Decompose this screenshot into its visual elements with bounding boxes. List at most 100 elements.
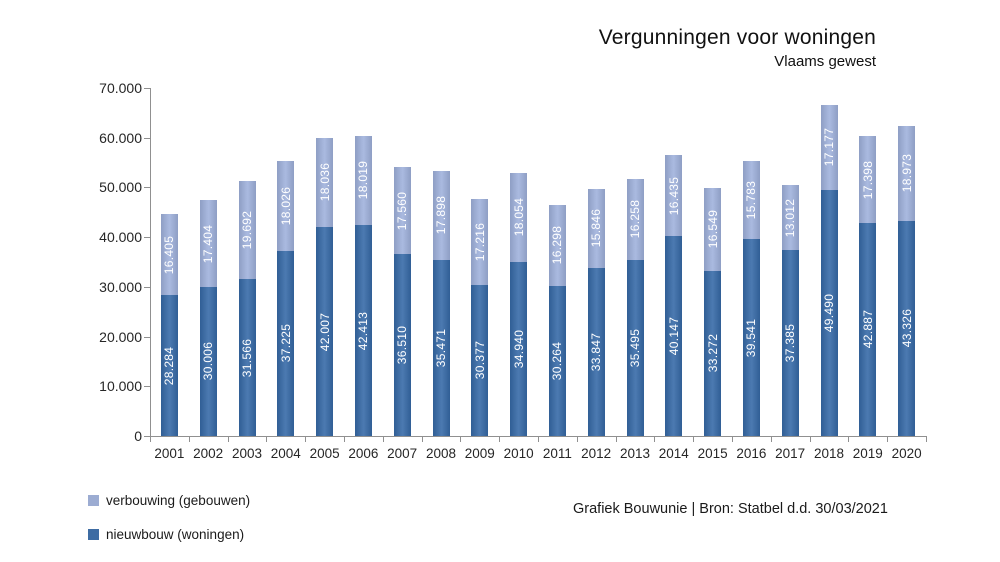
bar-segment-verbouwing	[160, 213, 178, 296]
x-axis-label: 2018	[813, 446, 845, 461]
bar-segment-nieuwbouw	[354, 225, 372, 436]
bar-value-label-nieuwbouw: 35.471	[434, 328, 448, 368]
x-tick	[460, 436, 462, 442]
bar-segment-nieuwbouw	[471, 284, 489, 436]
bar-segment-verbouwing	[587, 188, 605, 268]
bar-segment-verbouwing	[742, 160, 760, 240]
bar-segment-nieuwbouw	[160, 295, 178, 436]
bar-segment-nieuwbouw	[898, 220, 916, 436]
bar-segment-nieuwbouw	[626, 259, 644, 436]
bar-value-label-nieuwbouw: 34.940	[511, 329, 526, 369]
x-axis-label: 2013	[619, 446, 651, 461]
bar-value-label-nieuwbouw: 40.147	[666, 316, 681, 356]
x-axis-label: 2012	[581, 446, 612, 461]
x-tick	[382, 436, 384, 442]
bar-value-label-nieuwbouw: 42.413	[356, 311, 371, 350]
legend-swatch	[88, 494, 99, 506]
title-block: Vergunningen voor woningen Vlaams gewest	[599, 26, 876, 70]
bar-value-label-nieuwbouw: 33.272	[705, 334, 720, 373]
bar-segment-nieuwbouw	[742, 239, 760, 436]
bar-value-label-verbouwing: 13.012	[783, 198, 798, 238]
x-axis-label: 2010	[503, 446, 534, 461]
bar-segment-verbouwing	[704, 188, 722, 271]
y-tick	[144, 336, 150, 338]
y-axis-label: 0	[134, 428, 142, 444]
bar-value-label-nieuwbouw: 37.385	[783, 323, 798, 363]
y-tick	[144, 386, 150, 388]
chart-title: Vergunningen voor woningen	[598, 26, 876, 49]
y-axis-label: 40.000	[99, 229, 142, 246]
x-tick	[848, 436, 850, 442]
legend-label: verbouwing (gebouwen)	[106, 492, 251, 508]
bar-segment-nieuwbouw	[665, 236, 683, 436]
x-tick	[887, 436, 889, 442]
bar-segment-nieuwbouw	[548, 285, 566, 436]
legend: verbouwing (gebouwen) nieuwbouw (woningen…	[88, 490, 250, 558]
bar-segment-nieuwbouw	[820, 189, 838, 436]
x-tick	[576, 436, 578, 442]
bar-segment-nieuwbouw	[432, 259, 450, 436]
bar-value-label-nieuwbouw: 39.541	[744, 318, 759, 357]
x-axis-label: 2005	[309, 446, 340, 461]
bar-segment-nieuwbouw	[316, 227, 334, 436]
x-axis-label: 2001	[154, 446, 185, 461]
x-tick	[732, 436, 733, 442]
x-tick	[421, 436, 423, 442]
bar-value-label-nieuwbouw: 30.006	[201, 342, 216, 381]
x-axis-label: 2015	[697, 446, 728, 461]
bar-segment-verbouwing	[898, 126, 916, 221]
x-tick	[344, 436, 345, 442]
bar-value-label-verbouwing: 16.405	[162, 235, 177, 274]
bar-value-label-verbouwing: 17.404	[201, 224, 216, 263]
y-axis-line	[150, 88, 151, 437]
x-tick	[266, 436, 268, 442]
bar-value-label-verbouwing: 19.692	[240, 210, 254, 250]
bar-value-label-verbouwing: 16.298	[550, 225, 565, 265]
bar-segment-verbouwing	[238, 181, 256, 280]
bar-segment-verbouwing	[471, 199, 489, 285]
bar-segment-verbouwing	[393, 167, 411, 255]
x-tick	[809, 436, 811, 442]
x-tick	[188, 436, 190, 442]
bar-segment-verbouwing	[781, 185, 799, 251]
x-tick	[305, 436, 307, 442]
y-tick	[144, 187, 150, 189]
y-axis-label: 70.000	[99, 80, 142, 96]
y-tick	[144, 88, 150, 89]
bar-value-label-verbouwing: 17.216	[472, 222, 487, 262]
bar-value-label-nieuwbouw: 31.566	[240, 338, 254, 377]
x-axis-line	[149, 436, 926, 437]
y-axis-label: 10.000	[99, 378, 142, 395]
bar-value-label-nieuwbouw: 37.225	[278, 324, 293, 363]
x-tick	[227, 436, 229, 442]
source-note: Grafiek Bouwunie | Bron: Statbel d.d. 30…	[573, 501, 888, 517]
bar-value-label-verbouwing: 18.054	[511, 198, 526, 237]
bar-segment-nieuwbouw	[510, 262, 528, 436]
bar-value-label-nieuwbouw: 43.326	[899, 309, 914, 348]
x-tick	[770, 436, 772, 442]
x-axis-label: 2014	[658, 446, 689, 461]
bar-segment-verbouwing	[432, 170, 450, 260]
bar-segment-nieuwbouw	[238, 279, 256, 436]
y-tick	[144, 237, 150, 239]
bar-value-label-verbouwing: 18.026	[278, 186, 293, 226]
legend-item: verbouwing (gebouwen)	[88, 490, 250, 510]
bar-value-label-verbouwing: 17.398	[860, 160, 875, 199]
bar-segment-nieuwbouw	[587, 267, 605, 436]
y-axis-label: 20.000	[99, 328, 142, 345]
bar-segment-verbouwing	[548, 204, 566, 286]
x-axis-label: 2019	[852, 446, 883, 461]
bar-value-label-verbouwing: 18.973	[899, 154, 914, 193]
bar-value-label-verbouwing: 16.435	[666, 176, 681, 215]
bar-segment-verbouwing	[316, 137, 334, 228]
bar-value-label-verbouwing: 16.549	[705, 210, 720, 249]
x-tick	[654, 436, 656, 442]
x-axis-label: 2008	[425, 446, 457, 461]
x-axis-label: 2006	[348, 446, 379, 461]
bar-value-label-verbouwing: 15.783	[744, 180, 759, 220]
bar-value-label-verbouwing: 17.898	[434, 195, 448, 235]
x-tick	[538, 436, 539, 442]
bar-segment-verbouwing	[859, 136, 877, 223]
bar-value-label-nieuwbouw: 30.377	[472, 341, 487, 380]
